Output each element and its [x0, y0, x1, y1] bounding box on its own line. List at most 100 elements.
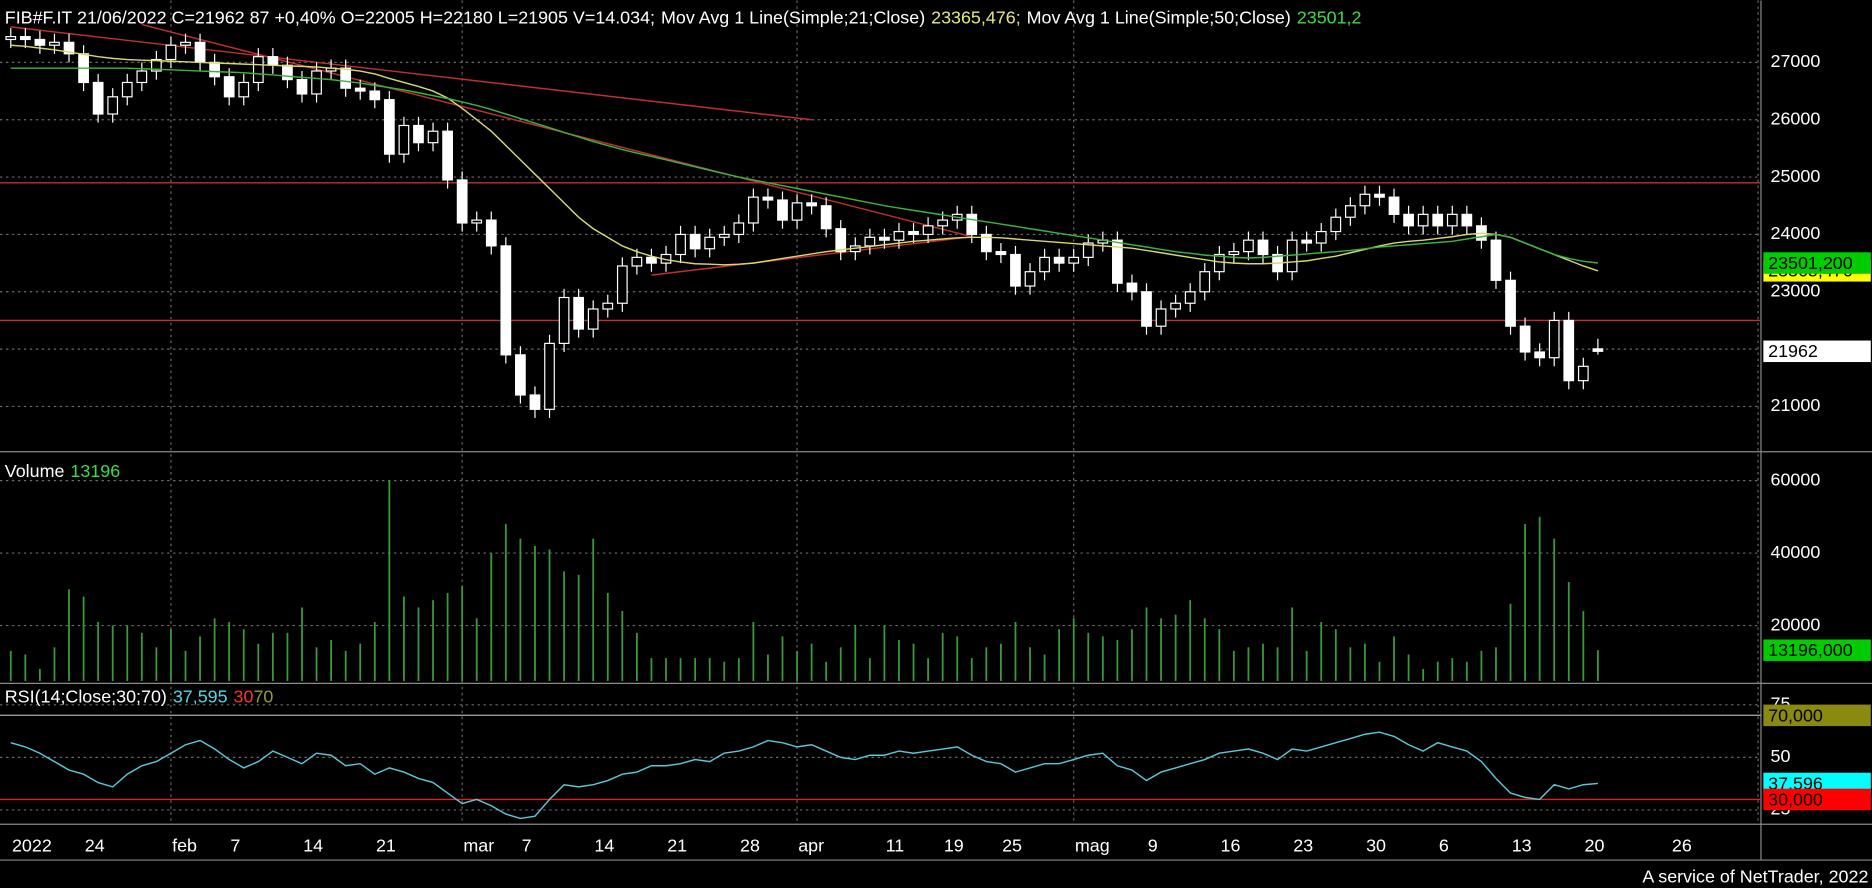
candle-body — [151, 58, 162, 72]
volume-bar — [912, 643, 915, 681]
volume-bar — [1480, 650, 1483, 681]
value-badge-label: 70,000 — [1768, 705, 1823, 725]
candle-body — [180, 41, 191, 46]
candle-body — [747, 196, 759, 224]
candle-body — [1548, 319, 1560, 359]
volume-bar — [956, 636, 959, 681]
volume-bar — [53, 647, 56, 681]
quote: FIB#F.IT 21/06/2022 C=21962 87 +0,40% O=… — [5, 7, 655, 27]
x-tick-label: 13 — [1512, 836, 1532, 856]
candle-body — [1388, 196, 1400, 215]
candle-body — [733, 222, 745, 236]
candle-body — [806, 202, 817, 207]
volume-bar — [650, 658, 653, 681]
volume-bar — [1509, 603, 1512, 681]
volume-bar — [1174, 614, 1177, 681]
volume-bar — [140, 632, 143, 681]
volume-bar — [679, 658, 682, 681]
candle-body — [1505, 279, 1516, 327]
x-tick-label: 24 — [85, 836, 105, 856]
volume-bar — [1334, 629, 1337, 681]
volume-bar — [1043, 654, 1046, 681]
candle-body — [1403, 213, 1414, 227]
volume-bar — [519, 538, 522, 681]
volume-bar — [213, 618, 216, 681]
volume-bar — [330, 640, 333, 681]
volume-bar — [1218, 629, 1221, 681]
candle-body — [616, 265, 628, 304]
volume-bar — [1305, 650, 1308, 681]
trend-line — [651, 236, 972, 276]
candle-body — [165, 44, 177, 61]
volume-bar — [1000, 643, 1002, 681]
volume-bar — [490, 553, 493, 681]
y-tick-label: 21000 — [1771, 395, 1821, 415]
volume-bar — [723, 661, 726, 681]
candle-body — [223, 76, 235, 98]
volume-bar — [170, 629, 172, 681]
volume-bar — [403, 596, 405, 681]
volume-bar — [577, 574, 580, 681]
candle-body — [1563, 319, 1575, 382]
candle-body — [1068, 256, 1080, 264]
volume-legend: Volume 13196 — [5, 461, 120, 481]
x-tick-label: 16 — [1221, 836, 1241, 856]
candle-body — [1039, 256, 1050, 273]
value-badge — [1763, 788, 1871, 811]
candle-body — [791, 202, 803, 221]
candle-body — [675, 233, 686, 256]
volume-bar — [24, 654, 27, 681]
value-badge-label: 37,596 — [1768, 773, 1823, 793]
candle-body — [1315, 230, 1327, 244]
x-tick-label: 7 — [522, 836, 532, 856]
candle-body — [209, 61, 220, 78]
volume-bar — [767, 654, 769, 681]
ma21-name: Mov Avg 1 Line(Simple;21;Close) — [661, 7, 925, 27]
x-tick-label: 25 — [1002, 836, 1022, 856]
candle-body — [282, 64, 293, 81]
x-tick-label: 21 — [667, 836, 687, 856]
volume-bar — [781, 636, 784, 681]
volume-bar — [810, 643, 813, 681]
candle-body — [354, 87, 366, 92]
x-tick-label: apr — [798, 836, 824, 856]
moving-average — [10, 67, 1598, 264]
volume-bar — [665, 658, 667, 681]
candle-body — [1592, 348, 1604, 352]
volume-bar — [1451, 658, 1454, 681]
volume-title: Volume — [5, 461, 65, 481]
candle-body — [398, 124, 410, 155]
candle-body — [413, 124, 424, 144]
x-tick-label: 2022 — [12, 836, 52, 856]
rsi-legend: RSI(14;Close;30;70) 37,595 3070 — [5, 686, 274, 706]
volume-bar — [1276, 647, 1279, 681]
candle-body — [1534, 351, 1546, 359]
volume-bar — [1422, 669, 1425, 681]
candle-body — [908, 230, 919, 236]
volume-bar — [315, 647, 318, 681]
volume-bar — [1582, 611, 1585, 681]
volume-bar — [1538, 516, 1541, 681]
volume-value: 13196 — [70, 461, 120, 481]
volume-bar — [1465, 661, 1468, 681]
candle-body — [1490, 239, 1502, 281]
x-tick-label: 11 — [886, 836, 905, 856]
candle-body — [442, 130, 453, 181]
volume-bar — [854, 625, 857, 681]
volume-bar — [1349, 647, 1352, 681]
candle-body — [1141, 291, 1152, 327]
candle-body — [194, 41, 206, 64]
candle-body — [879, 236, 890, 241]
candle-body — [1213, 253, 1225, 273]
candle-body — [1126, 282, 1138, 293]
panel: 2100022000230002400025000260002700023365… — [0, 23, 1871, 418]
rsi-title: RSI(14;Close;30;70) — [5, 686, 167, 706]
volume-bar — [1189, 600, 1192, 681]
x-tick-label: mag — [1075, 836, 1110, 856]
x-tick-label: 21 — [376, 836, 396, 856]
candle-body — [1112, 239, 1123, 284]
trend-line — [10, 26, 812, 121]
volume-bar — [1553, 538, 1556, 681]
volume-bar — [1247, 647, 1250, 681]
